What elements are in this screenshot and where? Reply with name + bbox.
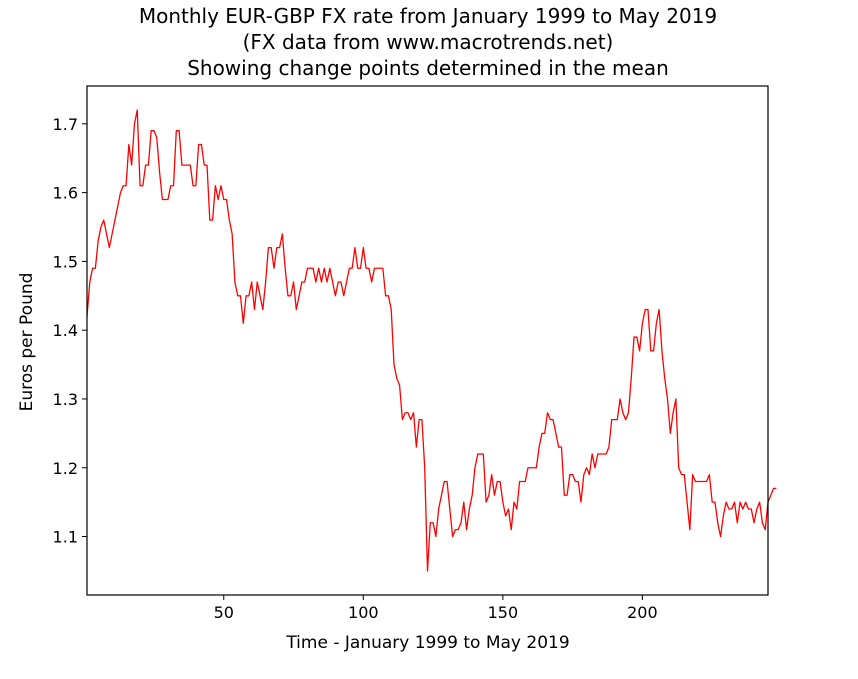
- x-tick-label-200: 200: [627, 603, 658, 622]
- y-tick-label-1-1: 1.1: [53, 528, 78, 547]
- y-tick-label-1-4: 1.4: [53, 321, 78, 340]
- series-line-0: [86, 109, 777, 572]
- y-tick-label-1-5: 1.5: [53, 252, 78, 271]
- y-tick-label-1-7: 1.7: [53, 115, 78, 134]
- x-tick-label-100: 100: [348, 603, 379, 622]
- chart-title-line-2: (FX data from www.macrotrends.net): [243, 30, 614, 54]
- plot-area: 50 100 150 200 1.1 1.2 1.3 1.4 1.5 1.6 1.7: [53, 85, 777, 622]
- y-tick-label-1-6: 1.6: [53, 184, 78, 203]
- x-tick-label-150: 150: [488, 603, 519, 622]
- x-tick-label-50: 50: [214, 603, 234, 622]
- chart-title-line-1: Monthly EUR-GBP FX rate from January 199…: [139, 4, 717, 28]
- plot-frame: [86, 85, 769, 596]
- y-tick-label-1-2: 1.2: [53, 459, 78, 478]
- y-tick-label-1-3: 1.3: [53, 390, 78, 409]
- y-axis-label: Euros per Pound: [17, 273, 37, 412]
- x-axis-label: Time - January 1999 to May 2019: [285, 633, 569, 653]
- chart-title-line-3: Showing change points determined in the …: [187, 56, 669, 80]
